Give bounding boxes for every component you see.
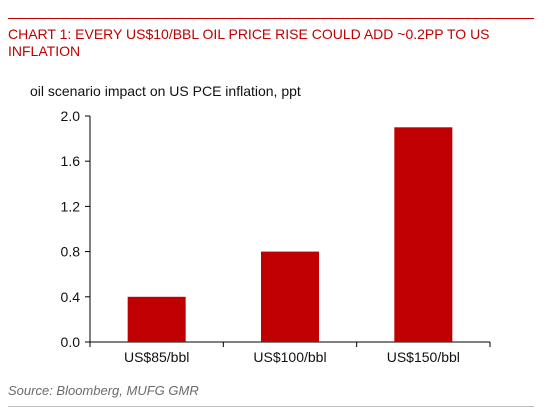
y-tick-label: 2.0 xyxy=(61,108,81,124)
x-tick-label: US$85/bbl xyxy=(124,349,189,365)
y-tick-label: 0.4 xyxy=(61,289,81,305)
y-tick-label: 1.2 xyxy=(61,198,81,214)
bottom-rule xyxy=(8,406,534,407)
bar xyxy=(261,251,319,342)
source-note: Source: Bloomberg, MUFG GMR xyxy=(8,383,199,398)
y-tick-label: 1.6 xyxy=(61,153,81,169)
y-tick-label: 0.8 xyxy=(61,244,81,260)
bar xyxy=(394,127,453,342)
x-tick-label: US$150/bbl xyxy=(387,349,460,365)
y-tick-label: 0.0 xyxy=(61,334,81,350)
top-rule xyxy=(8,18,534,19)
bar xyxy=(127,296,186,342)
chart-title: CHART 1: EVERY US$10/BBL OIL PRICE RISE … xyxy=(8,26,490,59)
x-tick-label: US$100/bbl xyxy=(253,349,326,365)
y-axis-label: oil scenario impact on US PCE inflation,… xyxy=(30,83,301,99)
